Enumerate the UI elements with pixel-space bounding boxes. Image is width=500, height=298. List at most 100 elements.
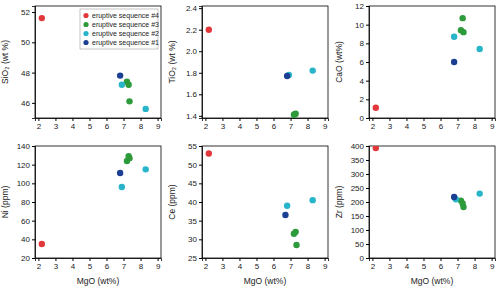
y-axis-title: CaO (wt%) [334, 41, 344, 83]
y-tick-label: 120 [17, 161, 31, 170]
x-tick-mark [406, 118, 407, 121]
point [284, 73, 290, 79]
x-tick: 4 [71, 118, 76, 131]
x-tick-mark [107, 258, 108, 261]
x-tick-mark [308, 258, 309, 261]
y-tick: 30 [188, 235, 202, 244]
y-axis-title: Zr (ppm) [334, 186, 344, 219]
y-tick-mark [366, 174, 369, 175]
y-tick-label: 2.0 [186, 47, 198, 56]
legend: eruptive sequence #4eruptive sequence #3… [80, 9, 159, 49]
x-axis: 23456789 [370, 118, 496, 131]
x-tick-mark [158, 118, 159, 121]
x-tick-label: 5 [255, 122, 260, 131]
y-tick: 400 [351, 142, 369, 151]
x-tick-label: 8 [139, 122, 144, 131]
y-tick: 0 [360, 114, 369, 123]
x-axis: 23456789 [36, 118, 162, 131]
x-tick: 5 [422, 258, 427, 271]
x-tick: 7 [122, 258, 127, 271]
x-tick-label: 2 [204, 262, 209, 271]
y-tick-label: 350 [351, 156, 365, 165]
y-tick-mark [199, 165, 202, 166]
y-tick-mark [366, 202, 369, 203]
x-tick-mark [124, 258, 125, 261]
y-tick-mark [199, 116, 202, 117]
y-tick-mark [199, 8, 202, 9]
x-tick: 9 [323, 118, 328, 131]
x-tick-label: 2 [37, 122, 42, 131]
y-tick-label: 2.2 [186, 26, 198, 35]
x-tick-label: 6 [105, 122, 110, 131]
y-tick: 48 [21, 69, 35, 78]
point [39, 15, 45, 21]
x-tick-label: 8 [306, 262, 311, 271]
points [373, 146, 483, 210]
y-tick-mark [32, 73, 35, 74]
x-tick-label: 3 [221, 122, 226, 131]
point [119, 184, 125, 190]
y-tick-label: 2.4 [186, 4, 198, 13]
y-tick: 1.8 [186, 69, 202, 78]
x-tick-mark [205, 118, 206, 121]
y-tick-label: 48 [21, 69, 30, 78]
x-tick-label: 8 [473, 122, 478, 131]
x-tick: 9 [490, 118, 495, 131]
x-tick: 2 [371, 258, 376, 271]
x-tick-mark [492, 118, 493, 121]
y-tick-label: 46 [21, 99, 30, 108]
x-tick-label: 4 [71, 262, 76, 271]
point [292, 229, 298, 235]
x-axis: 23456789 [203, 258, 329, 271]
y-tick: 150 [351, 212, 369, 221]
x-tick-label: 7 [456, 262, 461, 271]
x-tick-mark [475, 258, 476, 261]
y-tick-mark [366, 160, 369, 161]
x-tick-label: 9 [490, 122, 495, 131]
panel: 2345678925303540455055Ce (ppm)MgO (wt%) [167, 142, 329, 286]
y-tick-mark [32, 221, 35, 222]
y-tick: 6 [360, 58, 369, 67]
x-tick-mark [256, 258, 257, 261]
x-tick-label: 7 [122, 122, 127, 131]
x-axis-line [36, 119, 162, 122]
legend-label: eruptive sequence #4 [92, 12, 159, 20]
y-tick-label: 250 [351, 184, 365, 193]
point [293, 242, 299, 248]
x-tick-label: 3 [388, 262, 393, 271]
x-tick: 5 [88, 118, 93, 131]
y-tick-mark [32, 42, 35, 43]
y-tick-mark [366, 188, 369, 189]
x-tick-mark [72, 258, 73, 261]
y-tick-label: 100 [17, 179, 31, 188]
y-tick-label: 35 [188, 217, 197, 226]
y-tick-mark [199, 30, 202, 31]
y-axis-title: SiO₂ (wt %) [0, 40, 10, 84]
x-tick: 5 [255, 258, 260, 271]
x-tick: 9 [323, 258, 328, 271]
y-tick-mark [366, 62, 369, 63]
x-tick-mark [38, 258, 39, 261]
point [126, 98, 132, 104]
y-tick: 2.2 [186, 26, 202, 35]
y-axis: 20406080100120140 [17, 142, 36, 263]
x-tick-mark [55, 258, 56, 261]
x-tick-mark [222, 118, 223, 121]
y-axis: 25303540455055 [188, 142, 202, 263]
y-axis-line [199, 7, 203, 119]
plot-frame [202, 146, 328, 258]
y-tick: 100 [351, 226, 369, 235]
x-tick-mark [406, 258, 407, 261]
y-tick: 55 [188, 142, 202, 151]
y-tick: 1.6 [186, 90, 202, 99]
x-tick: 9 [156, 258, 161, 271]
y-tick-mark [199, 51, 202, 52]
y-tick: 2.0 [186, 47, 202, 56]
y-tick: 350 [351, 156, 369, 165]
x-tick: 4 [405, 258, 410, 271]
x-tick: 4 [405, 118, 410, 131]
panel: 2345678920406080100120140Ni (ppm)MgO (wt… [0, 142, 162, 286]
x-tick: 8 [306, 258, 311, 271]
x-tick-mark [239, 258, 240, 261]
x-tick: 8 [473, 118, 478, 131]
